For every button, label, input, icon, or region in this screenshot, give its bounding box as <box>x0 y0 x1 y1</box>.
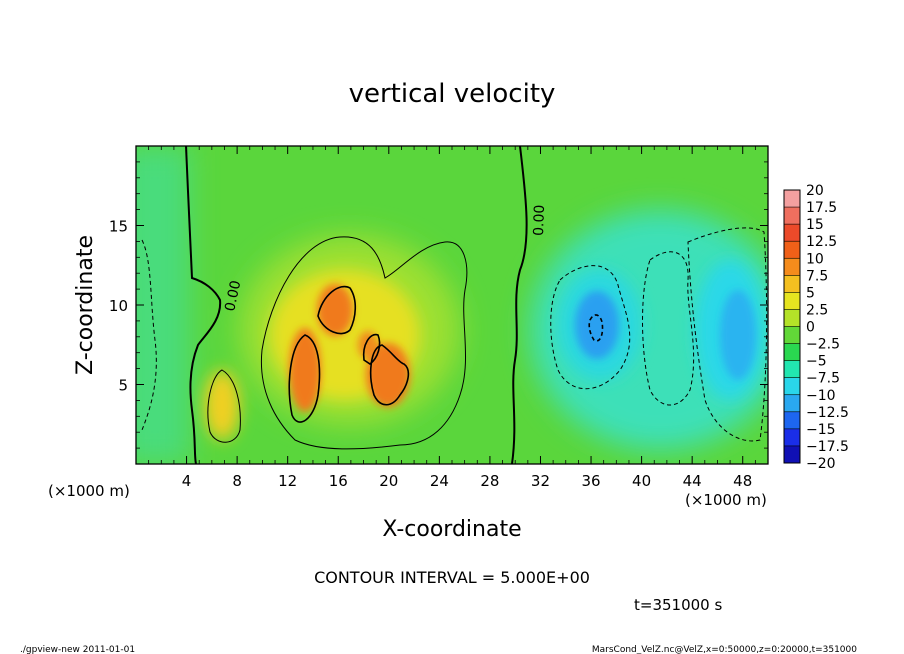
colorbar-label: 17.5 <box>806 200 837 216</box>
colorbar-swatch <box>784 428 800 447</box>
y-tick-label: 5 <box>118 377 128 395</box>
x-tick-label: 36 <box>581 472 600 490</box>
x-tick-label: 20 <box>379 472 398 490</box>
field-left-yellow <box>204 370 240 440</box>
colorbar-label: 12.5 <box>806 234 837 250</box>
colorbar-label: −12.5 <box>806 405 849 421</box>
colorbar-label: 2.5 <box>806 302 828 318</box>
contour-5-left <box>207 369 241 443</box>
colorbar-label: 15 <box>806 217 824 233</box>
field-downdraft-core <box>575 291 619 359</box>
x-tick-label: 4 <box>182 472 192 490</box>
y-tick-label: 10 <box>109 297 128 315</box>
zero-contour-label-right: 0.00 <box>531 204 548 236</box>
colorbar-swatch <box>784 224 800 242</box>
colorbar-swatch <box>784 360 800 379</box>
colorbar-label: 10 <box>806 251 824 267</box>
footer-right: MarsCond_VelZ.nc@VelZ,x=0:50000,z=0:2000… <box>592 645 857 654</box>
x-tick-label: 24 <box>430 472 449 490</box>
colorbar-label: 7.5 <box>806 268 828 284</box>
colorbar-label: −5 <box>806 354 827 370</box>
contour-neg-right-a <box>550 265 631 390</box>
colorbar-label: −7.5 <box>806 371 840 387</box>
zero-contour-label-left: 0.00 <box>222 279 244 313</box>
colorbar-swatch <box>784 343 800 362</box>
x-tick-label: 8 <box>232 472 242 490</box>
x-tick-label: 28 <box>480 472 499 490</box>
colorbar-label: −15 <box>806 422 836 438</box>
field-left-band <box>136 146 190 464</box>
colorbar-swatch <box>784 411 800 430</box>
contour-interval-text: CONTOUR INTERVAL = 5.000E+00 <box>314 568 590 587</box>
colorbar-swatch <box>784 292 800 310</box>
colorbar-swatch <box>784 394 800 413</box>
y-axis-label: Z-coordinate <box>73 235 98 375</box>
x-tick-label: 40 <box>632 472 651 490</box>
contour-neg-left <box>141 239 157 431</box>
field-core-a <box>289 328 321 412</box>
plot-area: 0.00 0.00 <box>136 146 768 464</box>
colorbar-swatch <box>784 309 800 327</box>
colorbar-swatch <box>784 241 800 259</box>
colorbar-swatch <box>784 258 800 276</box>
contour-neg-right-c <box>687 227 768 442</box>
contour-10-b <box>317 285 357 335</box>
field-core-c <box>366 343 410 407</box>
x-unit-left: (×1000 m) <box>48 482 130 500</box>
colorbar-label: −20 <box>806 456 836 472</box>
colorbar-label: 20 <box>806 183 824 199</box>
footer-left: ./gpview-new 2011-01-01 <box>20 645 135 654</box>
x-tick-label: 48 <box>733 472 752 490</box>
contour-zero-right <box>511 146 528 464</box>
y-tick-label: 15 <box>109 218 128 236</box>
chart-title: vertical velocity <box>349 79 556 109</box>
field-downdraft-right <box>720 290 756 380</box>
contour-10-d <box>362 333 381 365</box>
colorbar-swatch <box>784 190 800 208</box>
field-core-b <box>317 284 353 336</box>
x-tick-label: 16 <box>329 472 348 490</box>
x-tick-label: 44 <box>683 472 702 490</box>
contour-lines <box>141 146 768 464</box>
colorbar-label: −17.5 <box>806 439 849 455</box>
x-tick-label: 12 <box>278 472 297 490</box>
colorbar-swatch <box>784 207 800 225</box>
colorbar-label: 5 <box>806 285 815 301</box>
contour-zero-left <box>185 146 222 464</box>
x-axis-label: X-coordinate <box>382 517 521 542</box>
contour-10-c <box>369 344 410 406</box>
colorbar-swatch <box>784 445 800 464</box>
colorbar-swatch <box>784 326 800 345</box>
colorbar-swatch <box>784 275 800 293</box>
contour-10-a <box>288 334 321 423</box>
x-unit-right: (×1000 m) <box>685 491 767 509</box>
colorbar-swatch <box>784 377 800 396</box>
time-label: t=351000 s <box>634 596 722 614</box>
contour-neg-right-b <box>642 251 695 406</box>
colorbar-label: −2.5 <box>806 337 840 353</box>
contour-5 <box>260 236 468 450</box>
colorbar-label: 0 <box>806 320 815 336</box>
colorbar-label: −10 <box>806 388 836 404</box>
x-tick-label: 32 <box>531 472 550 490</box>
contour-neg-core <box>588 314 604 342</box>
field-right-band <box>530 210 768 450</box>
